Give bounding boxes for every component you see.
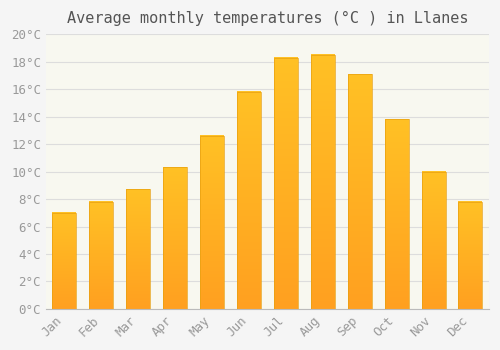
Bar (90, 202, 114, 309)
Bar (52, 213, 76, 309)
Bar (237, 92, 261, 309)
Bar (163, 167, 187, 309)
Bar (126, 189, 150, 309)
Bar (348, 74, 372, 309)
Bar (384, 119, 408, 309)
Bar (200, 136, 224, 309)
Title: Average monthly temperatures (°C ) in Llanes: Average monthly temperatures (°C ) in Ll… (66, 11, 468, 26)
Bar (274, 58, 298, 309)
Bar (422, 172, 446, 309)
Bar (458, 202, 482, 309)
Bar (311, 55, 335, 309)
